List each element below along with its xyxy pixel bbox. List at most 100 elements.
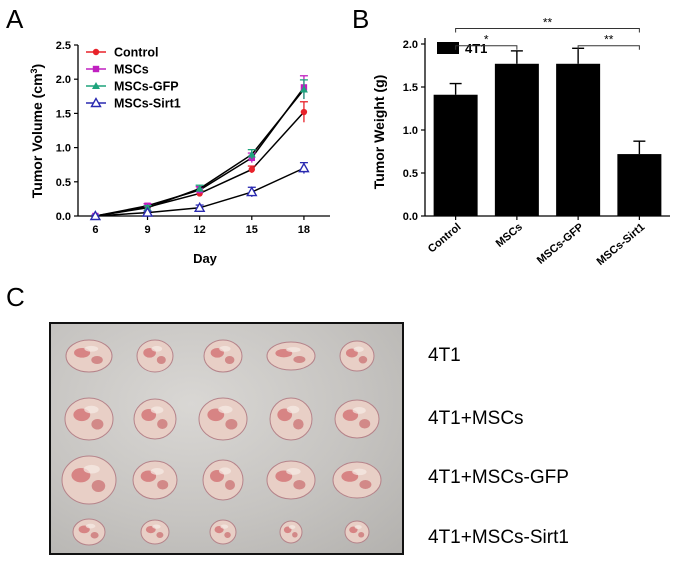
row-label-4t1-mscs-gfp: 4T1+MSCs-GFP [428, 467, 569, 488]
tumor-vessel-patch [91, 419, 104, 430]
tumor-highlight [219, 345, 231, 352]
tumor-specimen [203, 339, 243, 373]
tumor-highlight [150, 406, 164, 414]
tumor-specimen [209, 519, 237, 545]
panel-label-c: C [6, 282, 25, 312]
chart-b-significance-label: ** [543, 16, 553, 30]
chart-a-x-tick-label: 12 [194, 224, 206, 236]
tumor-vessel-patch [91, 356, 103, 364]
tumor-specimen [140, 519, 170, 545]
panel-label-a: A [6, 4, 24, 34]
tumor-specimen [65, 339, 113, 373]
tumor-highlight [352, 407, 366, 414]
tumor-body [334, 399, 380, 439]
tumor-vessel-patch [225, 480, 235, 490]
chart-a-data-point [246, 186, 258, 197]
chart-a-y-tick-label: 2.5 [56, 40, 71, 52]
chart-b-bar [617, 154, 662, 216]
tumor-highlight [286, 468, 301, 475]
tumor-highlight [218, 405, 233, 414]
tumor-body [132, 460, 178, 500]
tumor-body [198, 397, 248, 441]
tumor-specimen [344, 520, 370, 544]
chart-a-series-control [91, 101, 308, 220]
tumor-vessel-patch [156, 356, 166, 364]
chart-a-x-tick-label: 15 [246, 224, 258, 236]
chart-a-series-mscs-sirt1 [89, 161, 310, 221]
tumor-specimen [269, 397, 313, 441]
chart-b-bar [494, 63, 539, 216]
tumor-highlight [352, 468, 367, 476]
chart-a-y-tick-label: 2.0 [56, 74, 71, 86]
chart-a-x-tick-label: 9 [144, 224, 150, 236]
tumor-body [202, 459, 244, 501]
panel-label-b: B [352, 4, 370, 34]
tumor-highlight [84, 405, 99, 414]
chart-b-ylabel: Tumor Weight (g) [371, 75, 387, 190]
tumor-highlight [83, 464, 100, 474]
tumor-body [203, 339, 243, 373]
tumor-body [344, 520, 370, 544]
chart-a-legend-label: MSCs-GFP [114, 80, 179, 94]
chart-a-legend-marker [92, 48, 100, 56]
chart-a-data-point [247, 150, 256, 158]
tumor-specimens [61, 339, 382, 546]
tumor-highlight [152, 524, 161, 529]
row-label-4t1-mscs: 4T1+MSCs [428, 408, 524, 429]
tumor-specimen [279, 520, 303, 544]
tumor-specimen [133, 398, 177, 440]
tumor-photo [49, 322, 404, 555]
chart-a-ylabel: Tumor Volume (cm3) [29, 64, 45, 198]
chart-b-significance-label: ** [604, 33, 614, 47]
tumor-body [269, 397, 313, 441]
tumor-highlight [84, 345, 99, 352]
chart-b-significance-label: * [484, 33, 489, 47]
tumor-highlight [286, 405, 300, 414]
chart-a-x-tick-label: 6 [92, 224, 98, 236]
chart-b-y-tick-label: 0.5 [403, 168, 418, 180]
chart-a-y-tick-label: 0.0 [56, 211, 71, 223]
chart-b-y-tick-label: 0.0 [403, 211, 418, 223]
tumor-specimen [332, 461, 382, 499]
tumor-specimen [266, 460, 316, 500]
tumor-specimen [202, 459, 244, 501]
tumor-highlight [353, 346, 364, 352]
chart-b-x-tick-label: Control [426, 221, 464, 255]
tumor-specimen [136, 339, 174, 373]
tumor-volume-line-chart: Tumor Volume (cm3) Day Control MSCs MSCs-G… [29, 40, 330, 266]
chart-b-bar [556, 63, 601, 216]
tumor-body [339, 340, 375, 372]
tumor-specimen [61, 455, 117, 505]
chart-a-legend-marker [92, 82, 100, 89]
tumor-highlight [150, 468, 164, 475]
tumor-body [64, 397, 114, 441]
chart-b-y-tick-label: 1.5 [403, 82, 418, 94]
chart-a-y-tick-label: 1.0 [56, 143, 71, 155]
chart-a-data-point [89, 210, 102, 221]
tumor-body [279, 520, 303, 544]
chart-a-legend-label: Control [114, 46, 158, 60]
chart-a-data-point [193, 201, 206, 212]
chart-a-legend-marker [90, 97, 102, 108]
tumor-specimen [64, 397, 114, 441]
tumor-vessel-patch [293, 356, 306, 363]
chart-a-legend-marker [92, 65, 100, 73]
chart-a-legend: Control MSCs MSCs-GFP MSCs-Sirt1 [86, 46, 181, 111]
tumor-specimen [132, 460, 178, 500]
chart-a-data-point [141, 206, 154, 217]
tumor-highlight [288, 525, 296, 530]
chart-a-y-tick-label: 0.5 [56, 177, 71, 189]
tumor-highlight [286, 347, 301, 353]
tumor-vessel-patch [157, 419, 168, 429]
tumor-highlight [85, 523, 96, 529]
tumor-body [133, 398, 177, 440]
chart-a-data-point [299, 85, 308, 93]
tumor-specimen [334, 399, 380, 439]
row-label-4t1: 4T1 [428, 345, 461, 366]
chart-b-significance-bracket [455, 45, 518, 50]
tumor-vessel-patch [224, 532, 231, 538]
chart-a-data-point [298, 162, 310, 173]
tumor-vessel-patch [358, 532, 365, 538]
tumor-specimen [339, 340, 375, 372]
chart-b-legend-swatch [437, 42, 459, 54]
